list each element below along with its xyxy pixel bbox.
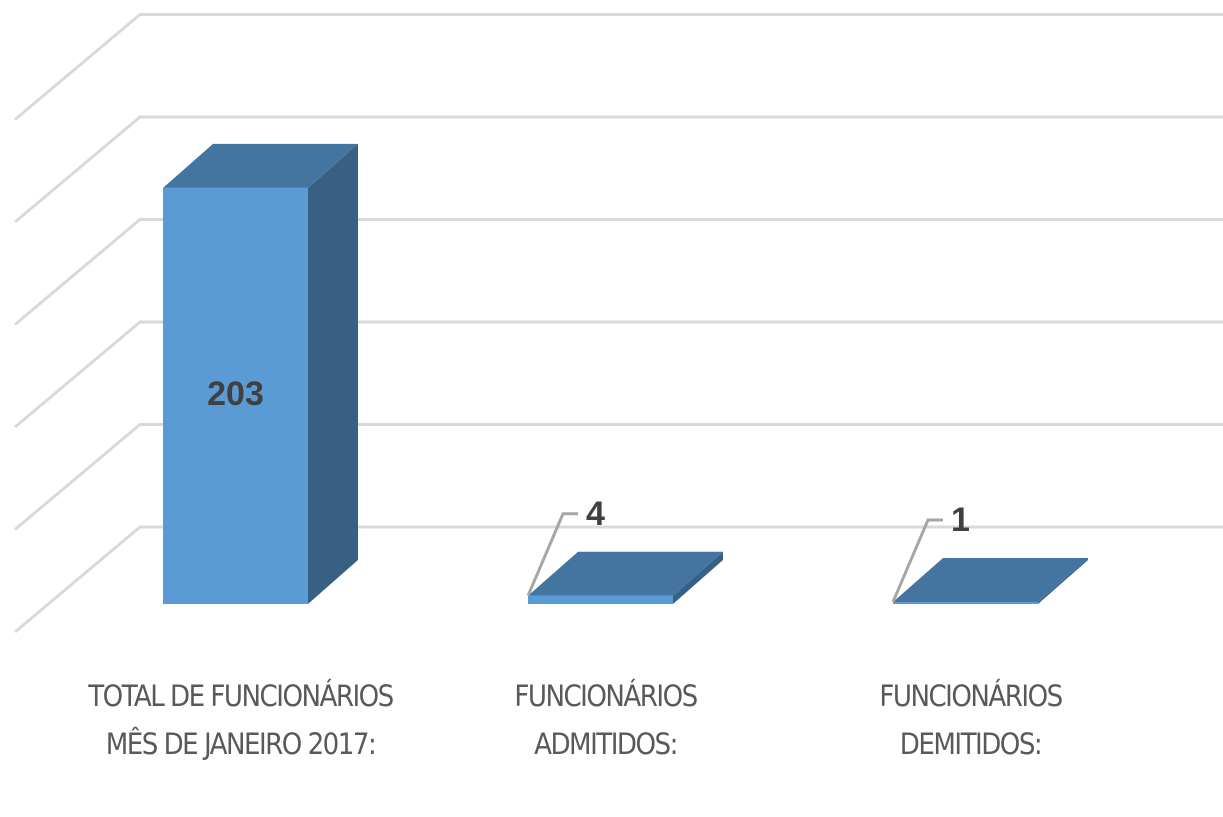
x-tick-label: FUNCIONÁRIOS ADMITIDOS: [514,679,698,761]
grid-line [14,218,1223,326]
bar-face [893,557,1088,602]
bar-face [163,187,308,604]
bar-face [893,601,1038,604]
x-tick-label: TOTAL DE FUNCIONÁRIOS MÊS DE JANEIRO 201… [88,679,394,761]
data-label: 1 [951,501,970,539]
x-tick-label: FUNCIONÁRIOS DEMITIDOS: [879,679,1063,761]
bar-face [308,143,358,604]
grid-line [14,525,1223,634]
bar [893,557,1088,604]
bar-face [528,551,723,596]
leader-line [891,518,943,603]
bar-face [1038,557,1088,604]
leader-line [526,512,578,597]
bar [528,551,723,604]
data-label: 203 [207,375,264,413]
bar-face [673,551,723,604]
grid-line [14,115,1223,224]
bar [163,143,358,604]
grid-line [14,423,1223,531]
data-label: 4 [586,495,605,533]
bar-face [163,143,358,188]
bar-face [528,595,673,604]
grid-line [14,320,1223,429]
grid-line [14,13,1223,121]
